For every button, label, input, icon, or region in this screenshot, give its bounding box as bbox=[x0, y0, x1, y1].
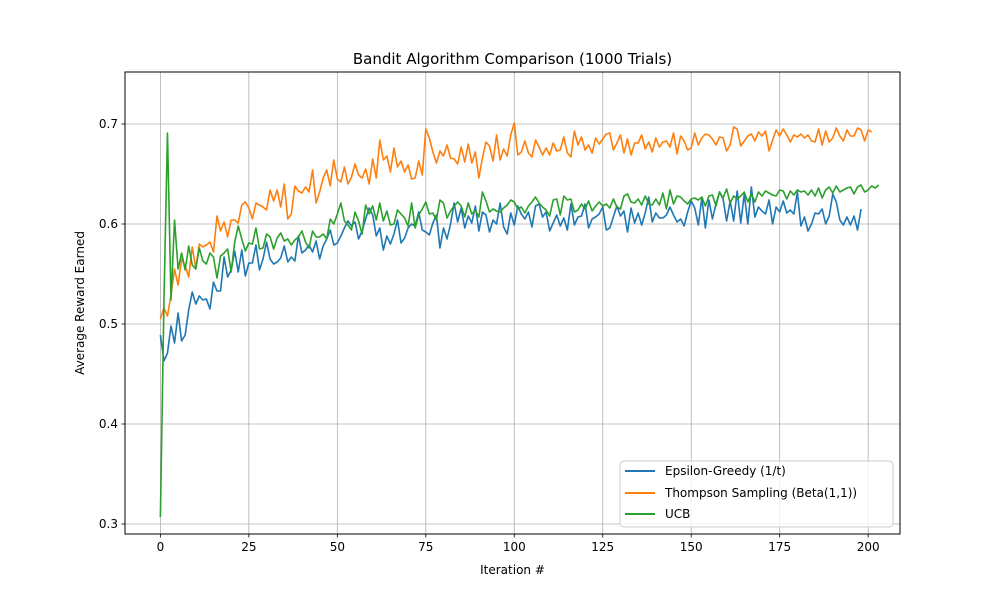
series-line-ucb bbox=[159, 132, 880, 518]
x-tick-label: 100 bbox=[503, 540, 526, 554]
series-line-thompson-sampling-beta-1-1 bbox=[159, 122, 873, 320]
y-axis-label: Average Reward Earned bbox=[73, 231, 87, 375]
legend-box bbox=[619, 460, 894, 528]
plot-frame bbox=[124, 71, 901, 535]
y-tick-label: 0.6 bbox=[99, 217, 118, 231]
x-tick-label: 150 bbox=[680, 540, 703, 554]
x-tick-label: 0 bbox=[157, 540, 165, 554]
legend-label-thompson-sampling: Thompson Sampling (Beta(1,1)) bbox=[664, 486, 857, 500]
axis-ticks: 0 25 50 75 100 125 150 175 200 0.3 0.4 0.5 0.6 0.7 bbox=[99, 117, 880, 554]
y-tick-label: 0.3 bbox=[99, 517, 118, 531]
legend-label-epsilon-greedy: Epsilon-Greedy (1/t) bbox=[665, 464, 786, 478]
x-tick-label: 50 bbox=[330, 540, 345, 554]
x-tick-label: 25 bbox=[241, 540, 256, 554]
x-tick-label: 75 bbox=[418, 540, 433, 554]
x-tick-label: 200 bbox=[857, 540, 880, 554]
x-tick-label: 125 bbox=[591, 540, 614, 554]
series-lines bbox=[159, 122, 880, 518]
legend-label-ucb: UCB bbox=[665, 507, 690, 521]
y-tick-label: 0.4 bbox=[99, 417, 118, 431]
grid bbox=[125, 72, 900, 534]
y-tick-label: 0.7 bbox=[99, 117, 118, 131]
x-tick-label: 175 bbox=[768, 540, 791, 554]
plot-area bbox=[125, 72, 900, 534]
y-tick-label: 0.5 bbox=[99, 317, 118, 331]
chart-title: Bandit Algorithm Comparison (1000 Trials… bbox=[353, 50, 672, 68]
x-axis-label: Iteration # bbox=[480, 563, 545, 577]
legend: Epsilon-Greedy (1/t) Thompson Sampling (… bbox=[619, 460, 894, 528]
